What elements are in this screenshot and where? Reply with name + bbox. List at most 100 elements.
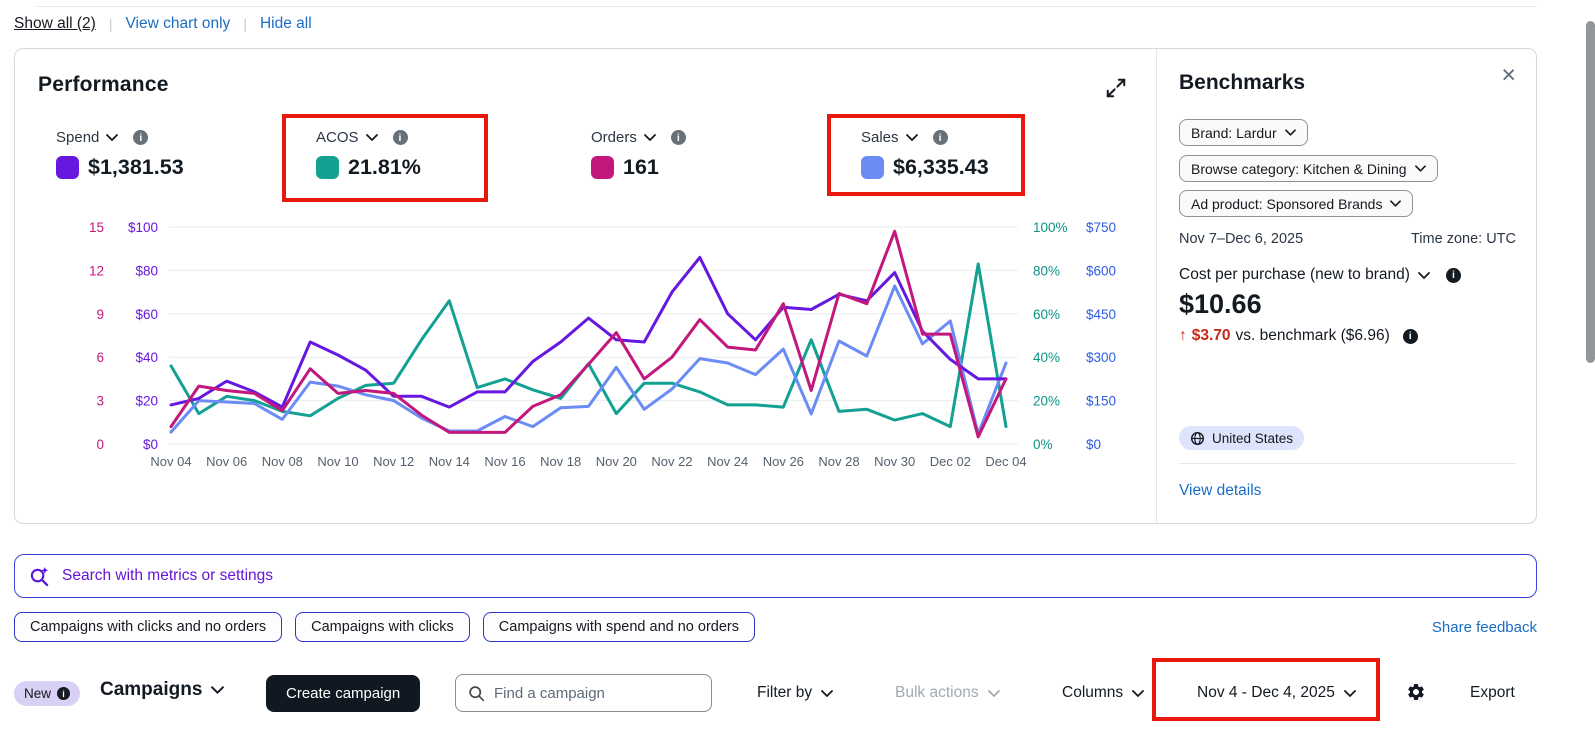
svg-text:Nov 28: Nov 28	[818, 454, 859, 469]
export-button[interactable]: Export	[1470, 684, 1515, 702]
expand-chart-icon[interactable]	[1105, 77, 1127, 99]
vertical-scrollbar-thumb[interactable]	[1586, 21, 1595, 363]
chevron-down-icon	[1343, 689, 1356, 697]
info-icon[interactable]: i	[670, 130, 686, 145]
search-icon	[469, 685, 485, 701]
chevron-down-icon	[1414, 165, 1426, 172]
benchmark-filter-ad-product[interactable]: Ad product: Sponsored Brands	[1179, 190, 1414, 217]
sales-color-swatch	[861, 156, 884, 179]
columns-label: Columns	[1062, 684, 1124, 701]
benchmark-filter-category[interactable]: Browse category: Kitchen & Dining	[1179, 155, 1438, 182]
bulk-actions-label: Bulk actions	[895, 684, 979, 701]
region-tag: United States	[1179, 426, 1305, 450]
chevron-down-icon	[106, 134, 119, 141]
info-icon[interactable]: i	[1445, 267, 1461, 283]
find-campaign-input[interactable]	[494, 675, 711, 711]
benchmark-filter-brand[interactable]: Brand: Lardur	[1179, 119, 1308, 146]
info-icon[interactable]: i	[1402, 328, 1418, 344]
svg-text:$450: $450	[1086, 307, 1116, 322]
info-icon[interactable]: i	[133, 130, 149, 145]
metric-card-sales: Sales i $6,335.43	[861, 129, 989, 180]
orders-label: Orders	[591, 129, 637, 146]
benchmarks-title: Benchmarks	[1179, 71, 1306, 94]
filter-by-dropdown[interactable]: Filter by	[757, 684, 834, 702]
ai-search-icon	[30, 566, 49, 586]
divider	[1179, 463, 1516, 464]
info-icon[interactable]: i	[57, 687, 71, 700]
link-separator: |	[108, 16, 113, 32]
svg-text:Nov 26: Nov 26	[763, 454, 804, 469]
benchmark-metric-dropdown[interactable]: Cost per purchase (new to brand) i	[1179, 266, 1461, 284]
svg-text:100%: 100%	[1033, 220, 1068, 235]
view-details-link[interactable]: View details	[1179, 482, 1262, 499]
chevron-down-icon	[1418, 271, 1430, 279]
bulk-actions-dropdown[interactable]: Bulk actions	[895, 684, 1000, 702]
svg-text:80%: 80%	[1033, 263, 1060, 278]
create-campaign-button[interactable]: Create campaign	[266, 675, 421, 712]
svg-text:0%: 0%	[1033, 437, 1053, 452]
svg-text:$100: $100	[128, 220, 158, 235]
settings-gear-icon[interactable]	[1406, 682, 1426, 702]
info-icon[interactable]: i	[932, 130, 948, 145]
date-range-label: Nov 4 - Dec 4, 2025	[1197, 684, 1335, 701]
metric-card-orders: Orders i 161	[591, 129, 686, 180]
benchmark-delta: ↑ $3.70 vs. benchmark ($6.96) i	[1179, 327, 1418, 345]
spend-label: Spend	[56, 129, 100, 146]
benchmark-timezone: Time zone: UTC	[1410, 231, 1516, 247]
svg-text:Nov 08: Nov 08	[262, 454, 303, 469]
svg-text:20%: 20%	[1033, 394, 1060, 409]
metric-card-acos: ACOS i 21.81%	[316, 129, 421, 180]
svg-text:6: 6	[96, 350, 104, 365]
svg-text:3: 3	[96, 394, 104, 409]
svg-text:$300: $300	[1086, 350, 1116, 365]
acos-color-swatch	[316, 156, 339, 179]
acos-value: 21.81%	[348, 155, 421, 179]
svg-text:Nov 30: Nov 30	[874, 454, 915, 469]
show-all-link[interactable]: Show all (2)	[14, 15, 96, 32]
svg-text:Dec 02: Dec 02	[930, 454, 971, 469]
svg-text:0: 0	[96, 437, 104, 452]
info-icon[interactable]: i	[392, 130, 408, 145]
columns-dropdown[interactable]: Columns	[1062, 684, 1145, 702]
performance-line-chart[interactable]: 15 12 9 6 3 0 $100 $80 $60 $40 $20 $0 100% 80% 60% 40% 2…	[15, 215, 1156, 479]
chevron-down-icon	[987, 689, 1000, 697]
sales-metric-dropdown[interactable]: Sales i	[861, 129, 989, 146]
chevron-down-icon	[365, 134, 378, 141]
spend-metric-dropdown[interactable]: Spend i	[56, 129, 184, 146]
chevron-down-icon	[905, 134, 918, 141]
sales-value: $6,335.43	[893, 155, 989, 179]
benchmark-metric-label: Cost per purchase (new to brand)	[1179, 266, 1410, 283]
new-badge: New i	[14, 681, 81, 706]
acos-metric-dropdown[interactable]: ACOS i	[316, 129, 421, 146]
hide-all-link[interactable]: Hide all	[259, 15, 312, 32]
filter-pill-clicks[interactable]: Campaigns with clicks	[295, 612, 470, 642]
view-chart-only-link[interactable]: View chart only	[125, 15, 231, 32]
delta-text: vs. benchmark ($6.96)	[1235, 327, 1390, 344]
delta-value: $3.70	[1191, 327, 1231, 344]
svg-text:40%: 40%	[1033, 350, 1060, 365]
close-icon[interactable]: ×	[1501, 61, 1516, 89]
svg-text:$60: $60	[135, 307, 158, 322]
svg-text:Nov 22: Nov 22	[651, 454, 692, 469]
filter-pill-clicks-no-orders[interactable]: Campaigns with clicks and no orders	[14, 612, 283, 642]
svg-text:12: 12	[89, 263, 104, 278]
benchmark-metric-value: $10.66	[1179, 289, 1262, 319]
share-feedback-link[interactable]: Share feedback	[1431, 619, 1537, 636]
date-range-picker[interactable]: Nov 4 - Dec 4, 2025	[1197, 684, 1356, 702]
svg-text:$40: $40	[135, 350, 158, 365]
orders-metric-dropdown[interactable]: Orders i	[591, 129, 686, 146]
benchmark-date-range: Nov 7–Dec 6, 2025	[1179, 231, 1304, 247]
svg-text:15: 15	[89, 220, 104, 235]
performance-chart[interactable]: 15 12 9 6 3 0 $100 $80 $60 $40 $20 $0 100% 80% 60% 40% 2…	[15, 215, 1156, 479]
metrics-search-input[interactable]	[62, 555, 1536, 597]
svg-text:$0: $0	[143, 437, 158, 452]
campaigns-heading-dropdown[interactable]: Campaigns	[100, 679, 225, 701]
filter-pill-spend-no-orders[interactable]: Campaigns with spend and no orders	[482, 612, 755, 642]
chevron-down-icon	[1132, 689, 1145, 697]
spend-color-swatch	[56, 156, 79, 179]
svg-text:$750: $750	[1086, 220, 1116, 235]
metrics-search-bar	[14, 554, 1537, 598]
svg-text:$20: $20	[135, 394, 158, 409]
campaigns-title: Campaigns	[100, 679, 203, 700]
svg-text:$80: $80	[135, 263, 158, 278]
